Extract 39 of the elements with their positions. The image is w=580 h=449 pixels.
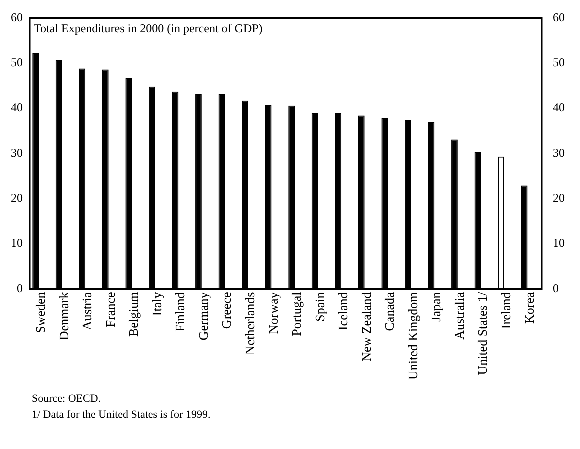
y-tick-label: 0 xyxy=(17,281,23,296)
y-tick-label: 30 xyxy=(11,146,23,160)
x-tick-label: Netherlands xyxy=(242,292,258,356)
x-tick-label: Japan xyxy=(428,292,444,322)
y2-tick-label: 50 xyxy=(553,56,565,70)
x-tick-label: Norway xyxy=(266,292,281,334)
y2-tick-label: 30 xyxy=(553,146,565,160)
y2-tick-label: 10 xyxy=(553,236,565,250)
x-tick-label: Australia xyxy=(452,292,467,340)
x-tick-label: Italy xyxy=(149,292,164,316)
text: 1/ Data for the United States is for 1999. xyxy=(32,409,212,421)
y2-tick-label: 0 xyxy=(553,281,559,296)
source-note: Source: OECD. xyxy=(32,393,102,405)
y2-tick-label: 40 xyxy=(553,100,565,115)
x-tick-label: Denmark xyxy=(56,292,72,341)
x-tick-label: Portugal xyxy=(289,292,304,336)
x-tick-label: Finland xyxy=(172,292,188,332)
x-tick-label: Iceland xyxy=(336,292,351,331)
y-tick-label: 40 xyxy=(11,100,23,115)
x-tick-label: Greece xyxy=(219,292,234,330)
x-tick-label: Canada xyxy=(382,292,398,332)
x-tick-label: New Zealand xyxy=(358,292,374,362)
chart-title: Total Expenditures in 2000 (in percent of GDP) xyxy=(34,21,263,36)
y2-tick-label: 60 xyxy=(553,10,565,24)
x-tick-label: Korea xyxy=(522,292,537,324)
x-tick-label: Spain xyxy=(312,292,328,322)
y-tick-label: 10 xyxy=(11,236,23,250)
x-tick-label: France xyxy=(102,292,118,328)
x-tick-label: United States 1/ xyxy=(475,292,490,376)
x-tick-label: Germany xyxy=(196,292,211,341)
x-tick-label: United Kingdom xyxy=(405,292,420,380)
y-tick-label: 20 xyxy=(11,191,23,206)
x-tick-label: Sweden xyxy=(33,292,48,334)
x-tick-label: Austria xyxy=(80,292,95,331)
y-tick-label: 50 xyxy=(11,56,23,70)
y-tick-label: 60 xyxy=(11,10,23,24)
x-tick-label: Belgium xyxy=(126,292,142,338)
y2-tick-label: 20 xyxy=(553,191,565,206)
x-tick-label: Ireland xyxy=(498,292,514,330)
